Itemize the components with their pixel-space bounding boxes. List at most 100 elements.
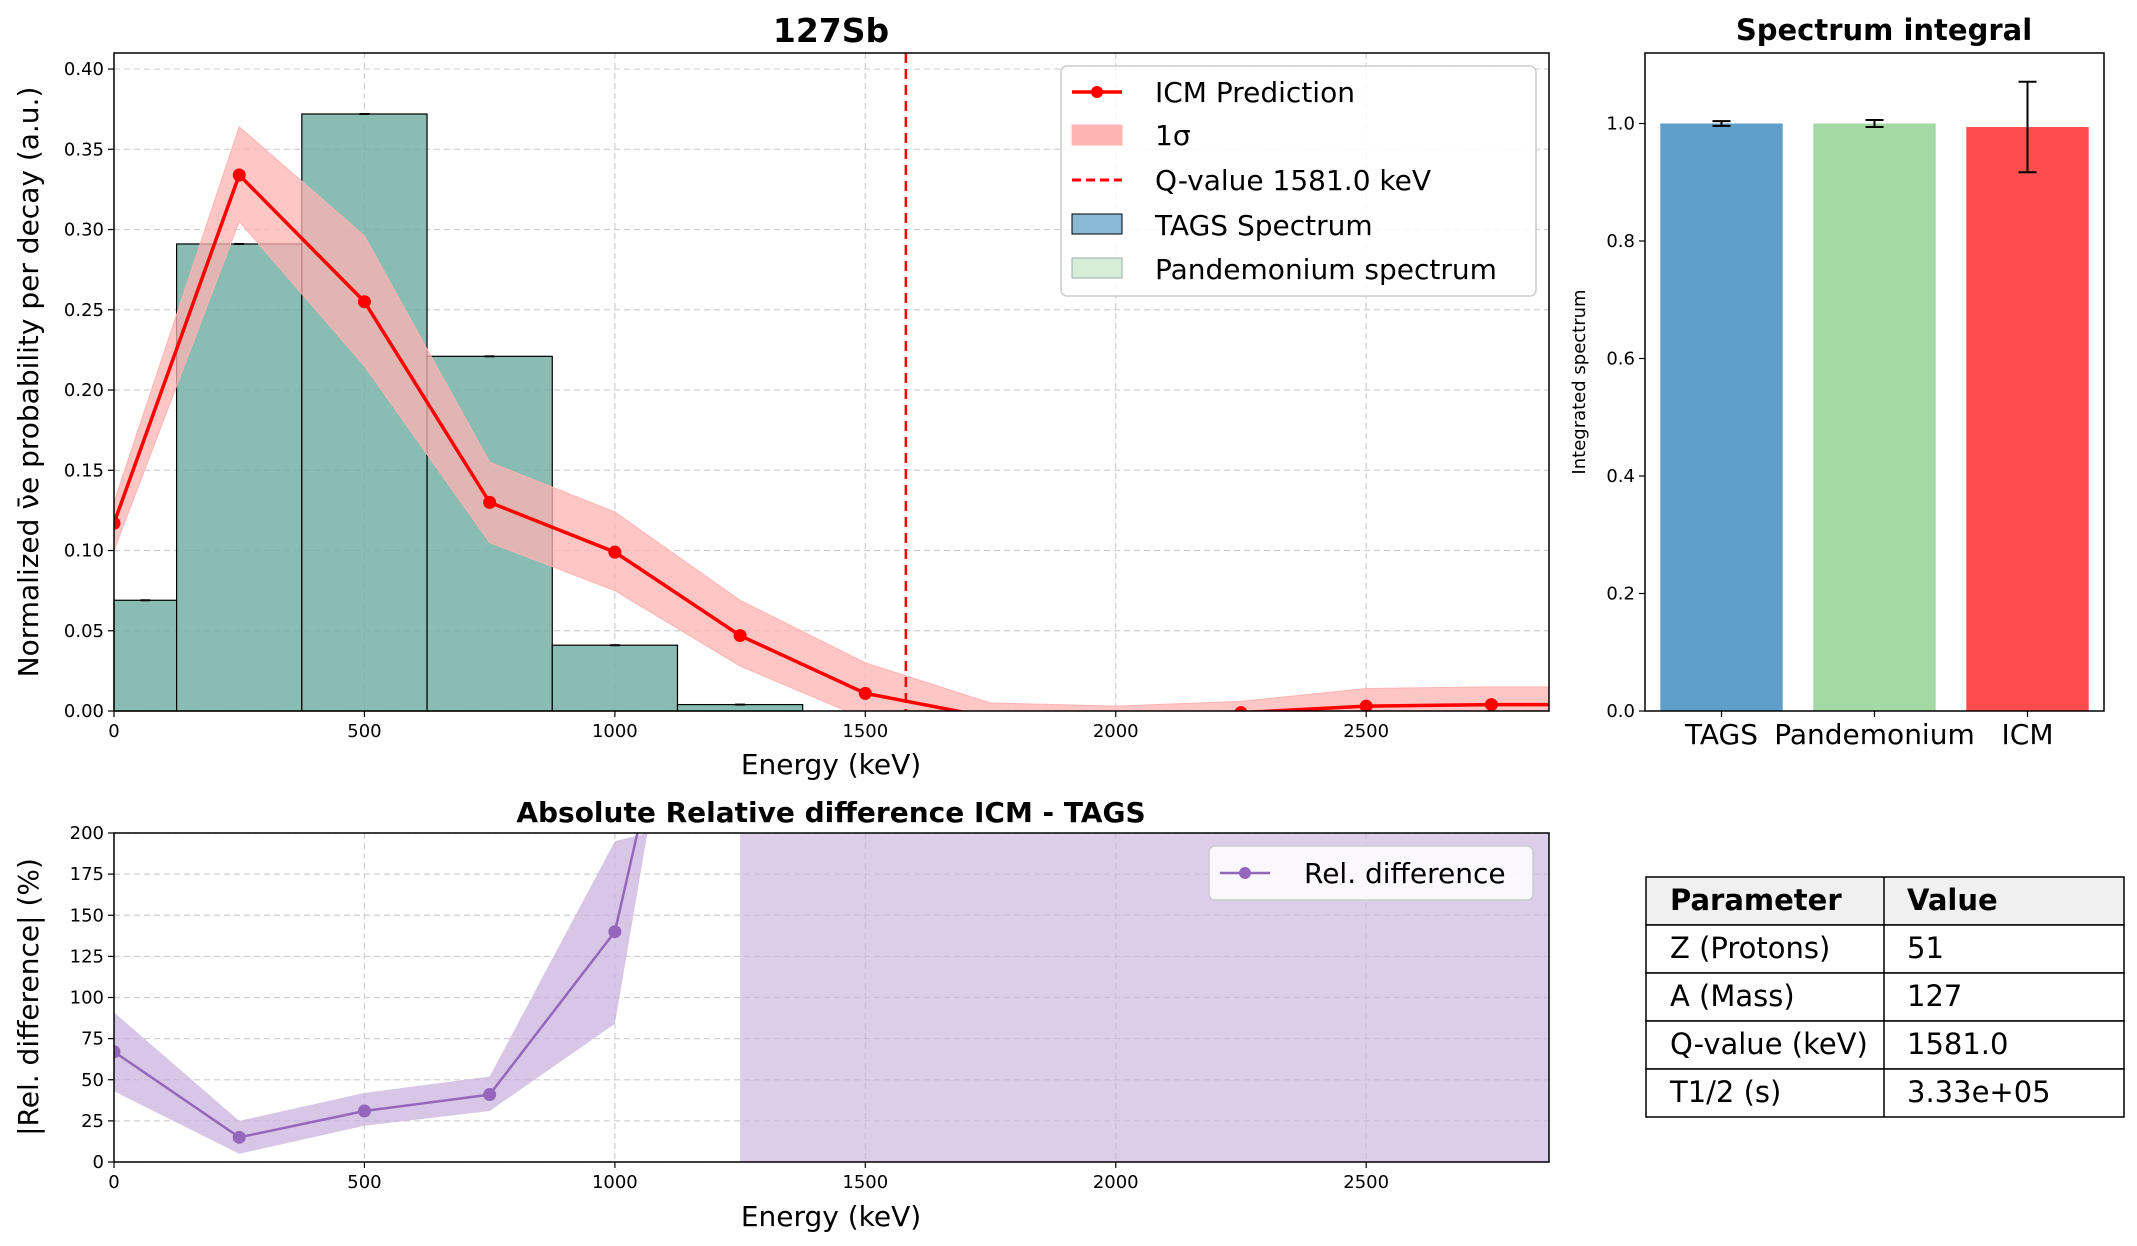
icm-point (858, 686, 872, 700)
y-tick-label: 0.05 (64, 621, 104, 642)
x-tick-label: 0 (108, 1172, 119, 1193)
main-title: 127Sb (773, 11, 889, 50)
tags-bar (113, 599, 178, 712)
reldiff-yticks: 0 25 50 75 100 125 150 175 200 (70, 823, 114, 1173)
reldiff-series (114, 833, 639, 1144)
legend-band-label: 1σ (1155, 119, 1191, 152)
y-tick-label: 0.6 (1606, 349, 1635, 370)
legend-pandemonium-swatch (1071, 257, 1123, 279)
table-header-parameter: Parameter (1670, 883, 1842, 917)
y-tick-label: 1.0 (1606, 114, 1635, 135)
reldiff-point (357, 1104, 371, 1118)
icm-point (483, 495, 497, 509)
integral-bar (1660, 123, 1783, 711)
reldiff-ylabel: |Rel. difference| (%) (12, 858, 45, 1136)
y-tick-label: 0.4 (1606, 466, 1635, 487)
integral-title: Spectrum integral (1736, 13, 2032, 47)
x-tick-label: ICM (2002, 718, 2054, 751)
y-tick-label: 0.0 (1606, 701, 1635, 722)
icm-point (1484, 698, 1498, 711)
legend-reldiff-marker (1239, 867, 1251, 879)
table-cell-value: 51 (1907, 931, 1944, 965)
icm-point (608, 545, 622, 559)
legend-reldiff-label: Rel. difference (1304, 857, 1506, 890)
y-tick-label: 200 (70, 823, 104, 844)
y-tick-label: 0.2 (1606, 584, 1635, 605)
reldiff-panel: 0 500 1000 1500 2000 2500 0 25 50 75 100 125 150 175… (12, 796, 1550, 1233)
x-tick-label: 1500 (842, 721, 888, 742)
table-cell-value: 1581.0 (1907, 1027, 2008, 1061)
y-tick-label: 0.20 (64, 380, 104, 401)
integral-bars (1660, 80, 2089, 711)
integral-yticks: 0.0 0.2 0.4 0.6 0.8 1.0 (1606, 114, 1645, 722)
reldiff-band-area (114, 833, 650, 1154)
table-row (1645, 1020, 2125, 1070)
icm-point (1359, 699, 1373, 711)
legend-icm-marker (1091, 86, 1103, 98)
reldiff-point (483, 1088, 497, 1102)
icm-sigma-band (114, 125, 1549, 711)
icm-point (733, 629, 747, 643)
reldiff-xlabel: Energy (keV) (741, 1200, 921, 1233)
y-tick-label: 0.30 (64, 220, 104, 241)
legend-qvalue-label: Q-value 1581.0 keV (1155, 164, 1431, 197)
reldiff-xticks: 0 500 1000 1500 2000 2500 (108, 1162, 1389, 1193)
main-frame (113, 52, 1550, 712)
icm-point (114, 516, 121, 530)
table-row (1645, 924, 2125, 974)
y-tick-label: 0.8 (1606, 231, 1635, 252)
integral-xticks: TAGS Pandemonium ICM (1684, 711, 2054, 751)
integral-ylabel: Integrated spectrum (1569, 289, 1590, 474)
y-tick-label: 25 (81, 1111, 104, 1132)
x-tick-label: 2500 (1343, 1172, 1389, 1193)
x-tick-label: 1000 (592, 1172, 638, 1193)
icm-band-area (114, 125, 1549, 711)
legend-icm-label: ICM Prediction (1155, 76, 1355, 109)
table-cell-param: Z (Protons) (1670, 931, 1830, 965)
x-tick-label: Pandemonium (1774, 718, 1974, 751)
table-cell-param: Q-value (keV) (1670, 1027, 1868, 1061)
icm-series (114, 168, 1549, 711)
tags-bar (551, 644, 679, 712)
legend-band-swatch (1071, 124, 1123, 146)
x-tick-label: 2000 (1093, 1172, 1139, 1193)
reldiff-legend-box (1208, 845, 1534, 901)
legend-tags-label: TAGS Spectrum (1154, 209, 1373, 242)
spectrum-panel: 0 500 1000 1500 2000 2500 0.00 0.05 0.10 0.15 0.2… (12, 11, 1550, 781)
x-tick-label: 2000 (1093, 721, 1139, 742)
integral-bar (1813, 123, 1936, 711)
y-tick-label: 125 (70, 946, 104, 967)
y-tick-label: 175 (70, 864, 104, 885)
x-tick-label: 500 (347, 1172, 381, 1193)
main-legend-box (1060, 65, 1537, 297)
x-tick-label: 0 (108, 721, 119, 742)
reldiff-legend: Rel. difference (1208, 845, 1534, 901)
y-tick-label: 50 (81, 1070, 104, 1091)
y-tick-label: 150 (70, 905, 104, 926)
table-row (1645, 972, 2125, 1022)
parameter-table: Parameter Value Z (Protons) 51 A (Mass) … (1645, 876, 2125, 1118)
y-tick-label: 0.10 (64, 541, 104, 562)
table-row (1645, 1068, 2125, 1118)
y-tick-label: 0.25 (64, 300, 104, 321)
reldiff-point (114, 1045, 121, 1059)
y-tick-label: 0.00 (64, 701, 104, 722)
table-cell-param: T1/2 (s) (1669, 1075, 1781, 1109)
icm-point (357, 295, 371, 309)
main-xlabel: Energy (keV) (741, 748, 921, 781)
main-yticks: 0.00 0.05 0.10 0.15 0.20 0.25 0.30 0.35 0.40 (64, 59, 114, 722)
reldiff-band (114, 833, 650, 1154)
main-ylabel: Normalized ν̄e probability per decay (a.… (12, 87, 45, 678)
y-tick-label: 0 (93, 1152, 104, 1173)
reldiff-line (114, 833, 639, 1139)
integral-bar (1966, 127, 2089, 711)
table-header-value: Value (1907, 883, 1998, 917)
y-tick-label: 0.40 (64, 59, 104, 80)
x-tick-label: 1500 (842, 1172, 888, 1193)
y-tick-label: 100 (70, 988, 104, 1009)
icm-point (1234, 706, 1248, 711)
table-header-row (1645, 876, 2125, 926)
legend-tags-swatch (1071, 213, 1123, 235)
main-xticks: 0 500 1000 1500 2000 2500 (108, 711, 1389, 742)
